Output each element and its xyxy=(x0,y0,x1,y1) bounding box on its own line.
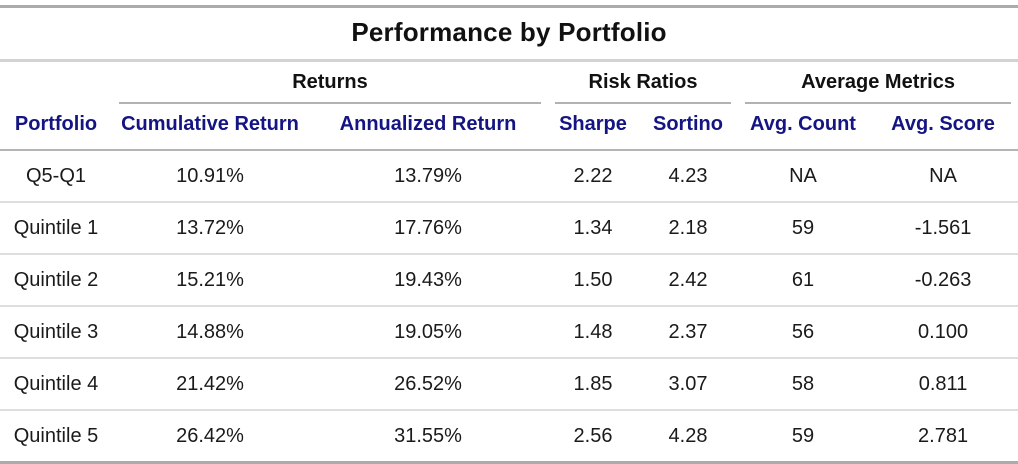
table-row-quintile-4: Quintile 4 21.42% 26.52% 1.85 3.07 58 0.… xyxy=(0,358,1018,411)
performance-table: Performance by Portfolio Returns Risk Ra… xyxy=(0,5,1018,464)
table-cell: 56 xyxy=(738,306,868,359)
table-cell: 19.05% xyxy=(308,306,548,359)
spanner-row: Returns Risk Ratios Average Metrics xyxy=(0,61,1018,105)
table-row-quintile-5: Quintile 5 26.42% 31.55% 2.56 4.28 59 2.… xyxy=(0,410,1018,463)
table-cell: 10.91% xyxy=(112,150,308,203)
col-header-avg-score: Avg. Score xyxy=(868,104,1018,151)
col-header-avg-count: Avg. Count xyxy=(738,104,868,151)
table-cell: 1.85 xyxy=(548,358,638,411)
table-cell: 0.811 xyxy=(868,358,1018,411)
table-cell: NA xyxy=(868,150,1018,203)
spanner-average-metrics-label: Average Metrics xyxy=(745,71,1012,104)
table-cell: 2.37 xyxy=(638,306,738,359)
table-cell: 2.42 xyxy=(638,254,738,307)
spanner-risk-ratios: Risk Ratios xyxy=(548,61,738,104)
row-label: Q5-Q1 xyxy=(0,150,112,203)
title-row: Performance by Portfolio xyxy=(0,6,1018,62)
table-cell: 59 xyxy=(791,424,815,447)
table-cell: 21.42% xyxy=(112,358,308,411)
table-cell: 2.781 xyxy=(918,424,969,447)
table-cell: 4.28 xyxy=(668,424,708,447)
table-cell: 17.76% xyxy=(308,202,548,255)
row-label: Quintile 1 xyxy=(0,202,112,255)
table-row-q5-q1: Q5-Q1 10.91% 13.79% 2.22 4.23 NA NA xyxy=(0,150,1018,203)
table-cell: 2.56 xyxy=(573,424,613,447)
table-cell: 1.50 xyxy=(548,254,638,307)
table-cell: 2.22 xyxy=(548,150,638,203)
table-row-quintile-1: Quintile 1 13.72% 17.76% 1.34 2.18 59 -1… xyxy=(0,202,1018,255)
table-cell: 0.100 xyxy=(868,306,1018,359)
spanner-returns: Returns xyxy=(112,61,548,104)
spanner-empty-portfolio xyxy=(0,61,112,105)
table-cell: 31.55% xyxy=(394,424,462,447)
table-cell: 61 xyxy=(738,254,868,307)
table-cell: 4.23 xyxy=(638,150,738,203)
table-cell: -0.263 xyxy=(868,254,1018,307)
col-header-portfolio: Portfolio xyxy=(0,104,112,151)
table-cell: 13.79% xyxy=(308,150,548,203)
table-cell: 1.34 xyxy=(548,202,638,255)
row-label: Quintile 5 xyxy=(13,424,99,447)
table-cell: 14.88% xyxy=(112,306,308,359)
table-row-quintile-3: Quintile 3 14.88% 19.05% 1.48 2.37 56 0.… xyxy=(0,306,1018,359)
table-cell: 58 xyxy=(738,358,868,411)
table-row-quintile-2: Quintile 2 15.21% 19.43% 1.50 2.42 61 -0… xyxy=(0,254,1018,307)
column-header-row: Portfolio Cumulative Return Annualized R… xyxy=(0,104,1018,151)
table-cell: -1.561 xyxy=(868,202,1018,255)
spanner-returns-label: Returns xyxy=(119,71,541,104)
table-cell: 15.21% xyxy=(112,254,308,307)
col-header-annualized-return: Annualized Return xyxy=(308,104,548,151)
table-cell: 1.48 xyxy=(548,306,638,359)
table-cell: 3.07 xyxy=(638,358,738,411)
row-label: Quintile 3 xyxy=(0,306,112,359)
table-cell: 2.18 xyxy=(638,202,738,255)
table-cell: 26.52% xyxy=(308,358,548,411)
spanner-average-metrics: Average Metrics xyxy=(738,61,1018,104)
col-header-sortino: Sortino xyxy=(638,104,738,151)
table-cell: 59 xyxy=(738,202,868,255)
table-cell: NA xyxy=(738,150,868,203)
row-label: Quintile 2 xyxy=(0,254,112,307)
table-cell: 19.43% xyxy=(308,254,548,307)
table-cell: 26.42% xyxy=(176,424,244,447)
table-title: Performance by Portfolio xyxy=(0,6,1018,62)
table-cell: 13.72% xyxy=(112,202,308,255)
col-header-cumulative-return: Cumulative Return xyxy=(112,104,308,151)
spanner-risk-ratios-label: Risk Ratios xyxy=(555,71,731,104)
col-header-sharpe: Sharpe xyxy=(548,104,638,151)
row-label: Quintile 4 xyxy=(0,358,112,411)
